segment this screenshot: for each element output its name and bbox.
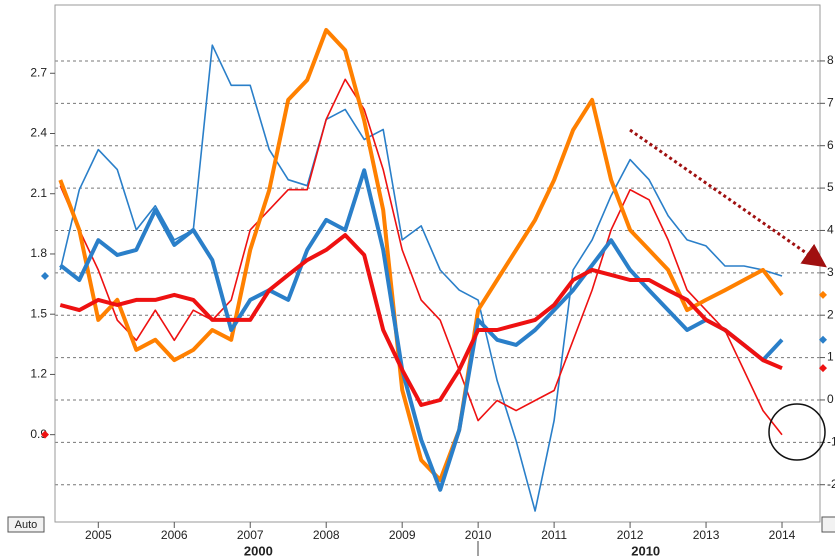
x-tick-label: 2006: [161, 528, 188, 542]
last-value-marker: [819, 290, 827, 299]
series-line: [59, 168, 784, 492]
y2-tick-label: 0: [827, 392, 834, 406]
y-tick-label: 1.2: [30, 367, 47, 381]
y2-tick-label: 8: [827, 53, 834, 67]
x-tick-label: 2014: [769, 528, 796, 542]
last-value-marker: [819, 335, 827, 344]
auto-button-label: Auto: [15, 519, 38, 531]
auto-button[interactable]: [7, 516, 45, 533]
y-tick-label: 2.1: [30, 186, 47, 200]
y-tick-label: 1.8: [30, 246, 47, 260]
x-tick-label: 2011: [541, 528, 567, 542]
last-value-marker: [41, 430, 49, 439]
x2-tick-label: 2000: [244, 543, 273, 558]
y2-tick-label: 1: [827, 350, 834, 364]
y2-tick-label: 4: [827, 223, 834, 237]
series-line: [58, 28, 784, 482]
last-value-marker: [819, 364, 827, 373]
x-tick-label: 2007: [237, 528, 264, 542]
y-tick-label: 0.9: [30, 427, 47, 441]
y2-tick-label: 3: [827, 265, 834, 279]
auto-button-right[interactable]: [821, 516, 835, 533]
y2-tick-label: -2: [827, 477, 835, 491]
y-tick-label: 1.5: [30, 306, 47, 320]
x-tick-label: 2005: [85, 528, 112, 542]
y2-tick-label: 5: [827, 180, 834, 194]
x-tick-label: 2013: [693, 528, 720, 542]
y2-tick-label: 6: [827, 138, 834, 152]
x2-tick-label: 2010: [631, 543, 660, 558]
y-tick-label: 2.7: [30, 65, 47, 79]
last-value-marker: [41, 272, 49, 281]
x-tick-label: 2012: [617, 528, 644, 542]
plot-lines: [58, 28, 784, 512]
series-line: [59, 44, 783, 512]
y2-tick-label: -1: [827, 435, 835, 449]
y2-tick-label: 2: [827, 307, 834, 321]
axes: -2 -1 0 1 2 3 4 5 6 7 8 0.9 1.2 1.5 1.8 2.1 2.4 2.7 2005 20…: [30, 53, 835, 558]
series-line: [59, 233, 783, 407]
x-tick-label: 2010: [465, 528, 492, 542]
y-tick-label: 2.4: [30, 126, 47, 140]
series-line: [59, 78, 783, 436]
y2-tick-label: 7: [827, 95, 834, 109]
x-tick-label: 2009: [389, 528, 416, 542]
x-tick-label: 2008: [313, 528, 340, 542]
annotation-circle: [768, 403, 826, 461]
